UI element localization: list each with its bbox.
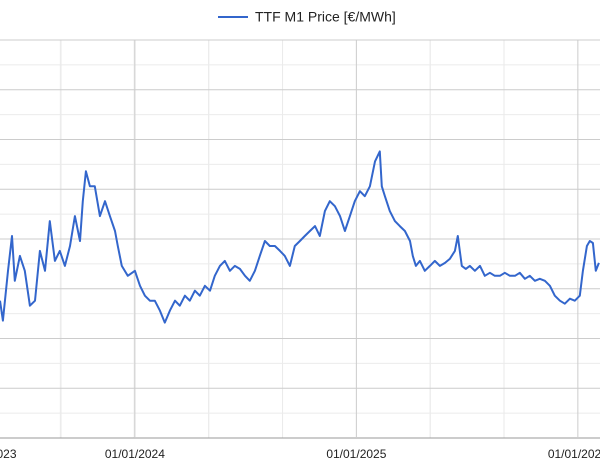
legend-label: TTF M1 Price [€/MWh] [255,9,396,25]
x-tick-label: 01/05/2023 [0,447,17,461]
price-line [0,150,600,324]
x-tick-label: 01/01/2025 [326,447,386,461]
x-tick-label: 01/01/2026 [548,447,600,461]
x-tick-label: 01/01/2024 [105,447,165,461]
